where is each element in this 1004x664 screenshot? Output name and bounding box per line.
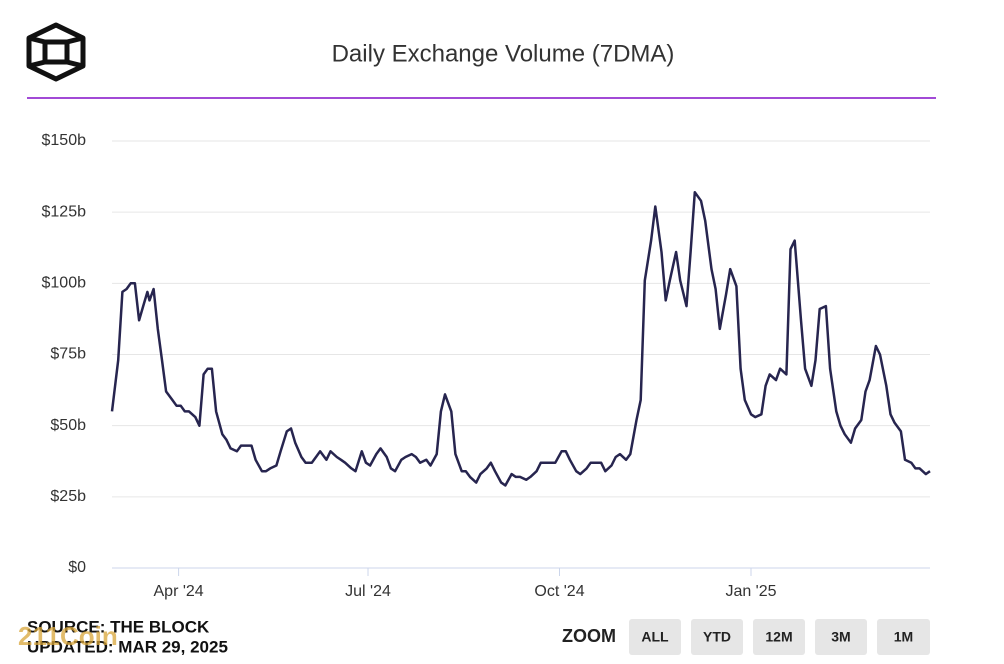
x-tick-label: Oct '24 (534, 583, 584, 600)
zoom-button-label[interactable]: ALL (641, 629, 669, 645)
updated: UPDATED: MAR 29, 2025 (27, 637, 228, 656)
y-tick-label: $125b (42, 203, 87, 220)
y-tick-label: $100b (42, 275, 87, 292)
y-tick-label: $75b (50, 346, 86, 363)
zoom-button-label[interactable]: 12M (765, 629, 792, 645)
source: SOURCE: THE BLOCK (27, 617, 210, 636)
zoom-button-label[interactable]: 3M (831, 629, 850, 645)
zoom-button-label[interactable]: 1M (894, 629, 913, 645)
chart-title: Daily Exchange Volume (7DMA) (332, 40, 675, 67)
zoom-label: ZOOM (562, 626, 616, 646)
y-tick-label: $50b (50, 417, 86, 434)
zoom-button[interactable] (691, 619, 743, 655)
zoom-button[interactable] (629, 619, 681, 655)
watermark: 211Coin (18, 621, 118, 651)
y-tick-label: $25b (50, 488, 86, 505)
zoom-button-label[interactable]: YTD (703, 629, 731, 645)
zoom-button[interactable] (753, 619, 805, 655)
y-tick-label: $0 (68, 559, 86, 576)
line (110, 190, 931, 487)
y-tick-label: $150b (42, 132, 87, 149)
logo (26, 22, 86, 82)
x-tick-label: Jan '25 (725, 583, 776, 600)
x-tick-label: Apr '24 (154, 583, 204, 600)
zoom-button[interactable] (877, 619, 930, 655)
zoom-button[interactable] (815, 619, 867, 655)
x-tick-label: Jul '24 (345, 583, 391, 600)
